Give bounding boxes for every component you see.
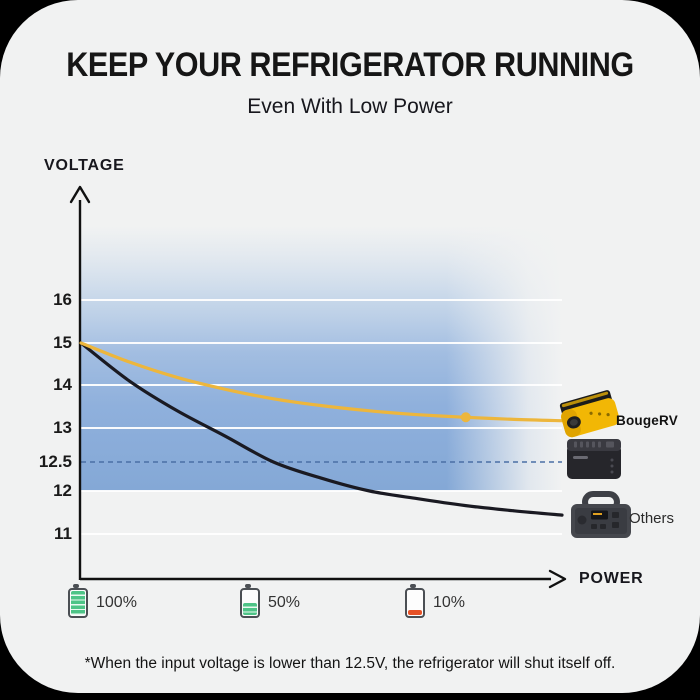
y-tick-label-16: 16 [53, 290, 72, 309]
y-axis-arrowhead [69, 185, 91, 204]
bougerv-logo-rest: ougeRV [625, 413, 678, 428]
blue-area-right-fade [81, 226, 562, 491]
bougerv-logo-b: B [616, 413, 626, 428]
battery-low-icon [405, 584, 425, 618]
others-series-label: Others [629, 510, 675, 527]
legend-label: 10% [433, 594, 466, 611]
y-tick-label-11: 11 [54, 524, 72, 543]
fridge-product-image [562, 432, 628, 489]
battery-full-icon [68, 584, 88, 618]
inverter-product-image [556, 390, 622, 449]
power-station-product-image [567, 491, 637, 548]
bougerv-logo: BougeRV [616, 413, 678, 428]
y-tick-label-15: 15 [53, 333, 72, 352]
legend-label: 100% [96, 594, 137, 611]
y-axis-title: VOLTAGE [44, 157, 125, 174]
legend-item-10%: 10% [405, 584, 466, 618]
legend-item-50%: 50% [240, 584, 301, 618]
y-tick-label-13: 13 [53, 418, 72, 437]
legend-item-100%: 100% [68, 584, 137, 618]
battery-legend: 100% 50% 10% [0, 584, 700, 628]
footnote-text: *When the input voltage is lower than 12… [84, 655, 616, 672]
battery-half-icon [240, 584, 260, 618]
data-point-marker [460, 412, 471, 423]
y-tick-label-12: 12 [53, 481, 72, 500]
y-tick-label-14: 14 [53, 375, 72, 394]
page-subtitle: Even With Low Power [247, 95, 453, 118]
bougerv-curve [79, 341, 564, 423]
x-axis-title: POWER [579, 570, 644, 587]
others-curve [79, 341, 564, 517]
y-tick-label-12.5: 12.5 [38, 452, 72, 471]
legend-label: 50% [268, 594, 301, 611]
x-axis-arrowhead [548, 569, 567, 589]
page-title: KEEP YOUR REFRIGERATOR RUNNING [66, 46, 634, 84]
